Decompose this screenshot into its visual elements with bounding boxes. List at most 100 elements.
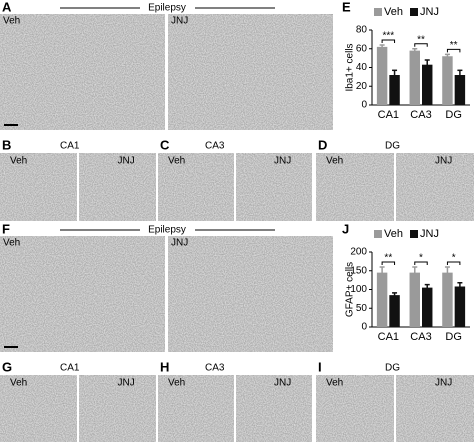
panel-label: J xyxy=(342,221,349,236)
y-tick-label: 80 xyxy=(356,25,368,36)
y-tick-label: 40 xyxy=(356,62,368,73)
micrograph-texture xyxy=(236,375,312,442)
significance: ** xyxy=(384,253,392,264)
micrograph-texture xyxy=(79,375,156,442)
sig-bracket xyxy=(446,48,461,53)
region-label: Epilepsy xyxy=(148,3,186,14)
image-caption: JNJ xyxy=(118,378,135,389)
region-label: CA3 xyxy=(205,141,225,152)
bar xyxy=(442,56,453,105)
sig-bracket xyxy=(381,261,396,265)
micrograph-texture xyxy=(79,153,156,221)
image-caption: Veh xyxy=(3,16,20,27)
significance: * xyxy=(419,253,423,264)
micrograph-texture xyxy=(168,236,333,352)
legend-swatch xyxy=(374,230,382,238)
micrograph-texture xyxy=(168,14,333,130)
x-tick-label: DG xyxy=(445,331,462,343)
region-label: CA3 xyxy=(205,363,225,374)
y-tick-label: 0 xyxy=(361,322,367,333)
image-caption: Veh xyxy=(168,156,185,167)
micrograph-texture xyxy=(316,375,394,442)
image-caption: Veh xyxy=(10,156,27,167)
image-caption: Veh xyxy=(168,378,185,389)
bar xyxy=(389,295,400,327)
image-caption: JNJ xyxy=(171,16,188,27)
region-label: DG xyxy=(385,141,400,152)
y-tick-label: 150 xyxy=(350,265,367,276)
image-caption: Veh xyxy=(3,238,20,249)
bar xyxy=(442,272,453,327)
legend-swatch xyxy=(374,8,382,16)
micrograph-texture xyxy=(396,375,474,442)
panel-label: G xyxy=(2,359,12,374)
image-caption: JNJ xyxy=(171,238,188,249)
micrograph-texture xyxy=(0,236,165,352)
image-caption: JNJ xyxy=(274,156,291,167)
y-axis-label: Iba1+ cells xyxy=(345,43,356,91)
image-caption: JNJ xyxy=(435,378,452,389)
bar xyxy=(389,75,400,105)
panel-label: B xyxy=(2,137,11,152)
sig-bracket xyxy=(446,261,461,265)
image-caption: Veh xyxy=(326,156,343,167)
x-tick-label: CA3 xyxy=(410,109,431,121)
panel-label: E xyxy=(342,0,351,14)
region-label: CA1 xyxy=(60,363,80,374)
image-caption: JNJ xyxy=(118,156,135,167)
micrograph-texture xyxy=(158,153,234,221)
y-tick-label: 100 xyxy=(350,284,367,295)
legend-swatch xyxy=(410,8,418,16)
image-caption: Veh xyxy=(326,378,343,389)
y-axis-label: GFAP+ cells xyxy=(345,262,356,317)
y-tick-label: 0 xyxy=(361,100,367,111)
significance: ** xyxy=(450,40,458,51)
micrograph-texture xyxy=(0,375,77,442)
panel-label: I xyxy=(318,359,322,374)
image-caption: Veh xyxy=(10,378,27,389)
bar xyxy=(409,272,420,327)
legend-label: Veh xyxy=(384,228,403,240)
panel-label: A xyxy=(2,0,12,14)
y-tick-label: 50 xyxy=(356,303,368,314)
y-tick-label: 20 xyxy=(356,81,368,92)
y-tick-label: 60 xyxy=(356,43,368,54)
significance: * xyxy=(452,253,456,264)
bar xyxy=(376,46,388,105)
bar xyxy=(409,50,420,105)
legend-label: Veh xyxy=(384,6,403,18)
panel-label: C xyxy=(160,137,170,152)
micrograph-texture xyxy=(158,375,234,442)
micrograph-texture xyxy=(316,153,394,221)
region-label: DG xyxy=(385,363,400,374)
bar xyxy=(454,75,466,105)
sig-bracket xyxy=(414,261,428,265)
significance: *** xyxy=(382,31,394,42)
bar xyxy=(454,286,466,327)
x-tick-label: CA1 xyxy=(378,331,399,343)
sig-bracket xyxy=(381,39,396,43)
region-label: Epilepsy xyxy=(148,225,186,236)
panel-label: D xyxy=(318,137,327,152)
x-tick-label: CA1 xyxy=(378,109,399,121)
legend-label: JNJ xyxy=(420,228,439,240)
y-tick-label: 200 xyxy=(350,247,367,258)
bar xyxy=(376,272,388,327)
x-tick-label: CA3 xyxy=(410,331,431,343)
panel-label: F xyxy=(2,221,10,236)
sig-bracket xyxy=(414,43,428,47)
legend-swatch xyxy=(410,230,418,238)
micrograph-texture xyxy=(0,14,165,130)
significance: ** xyxy=(417,34,425,45)
bar xyxy=(422,287,433,327)
bar xyxy=(422,64,433,105)
micrograph-texture xyxy=(236,153,312,221)
region-label: CA1 xyxy=(60,141,80,152)
image-caption: JNJ xyxy=(274,378,291,389)
micrograph-texture xyxy=(396,153,474,221)
legend-label: JNJ xyxy=(420,6,439,18)
micrograph-texture xyxy=(0,153,77,221)
image-caption: JNJ xyxy=(435,156,452,167)
